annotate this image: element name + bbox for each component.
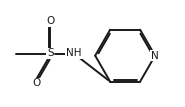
- Text: S: S: [47, 48, 53, 59]
- Text: N: N: [151, 51, 159, 61]
- Text: NH: NH: [66, 48, 82, 59]
- Text: O: O: [46, 16, 54, 26]
- Text: O: O: [32, 78, 41, 88]
- Text: NH: NH: [66, 48, 82, 59]
